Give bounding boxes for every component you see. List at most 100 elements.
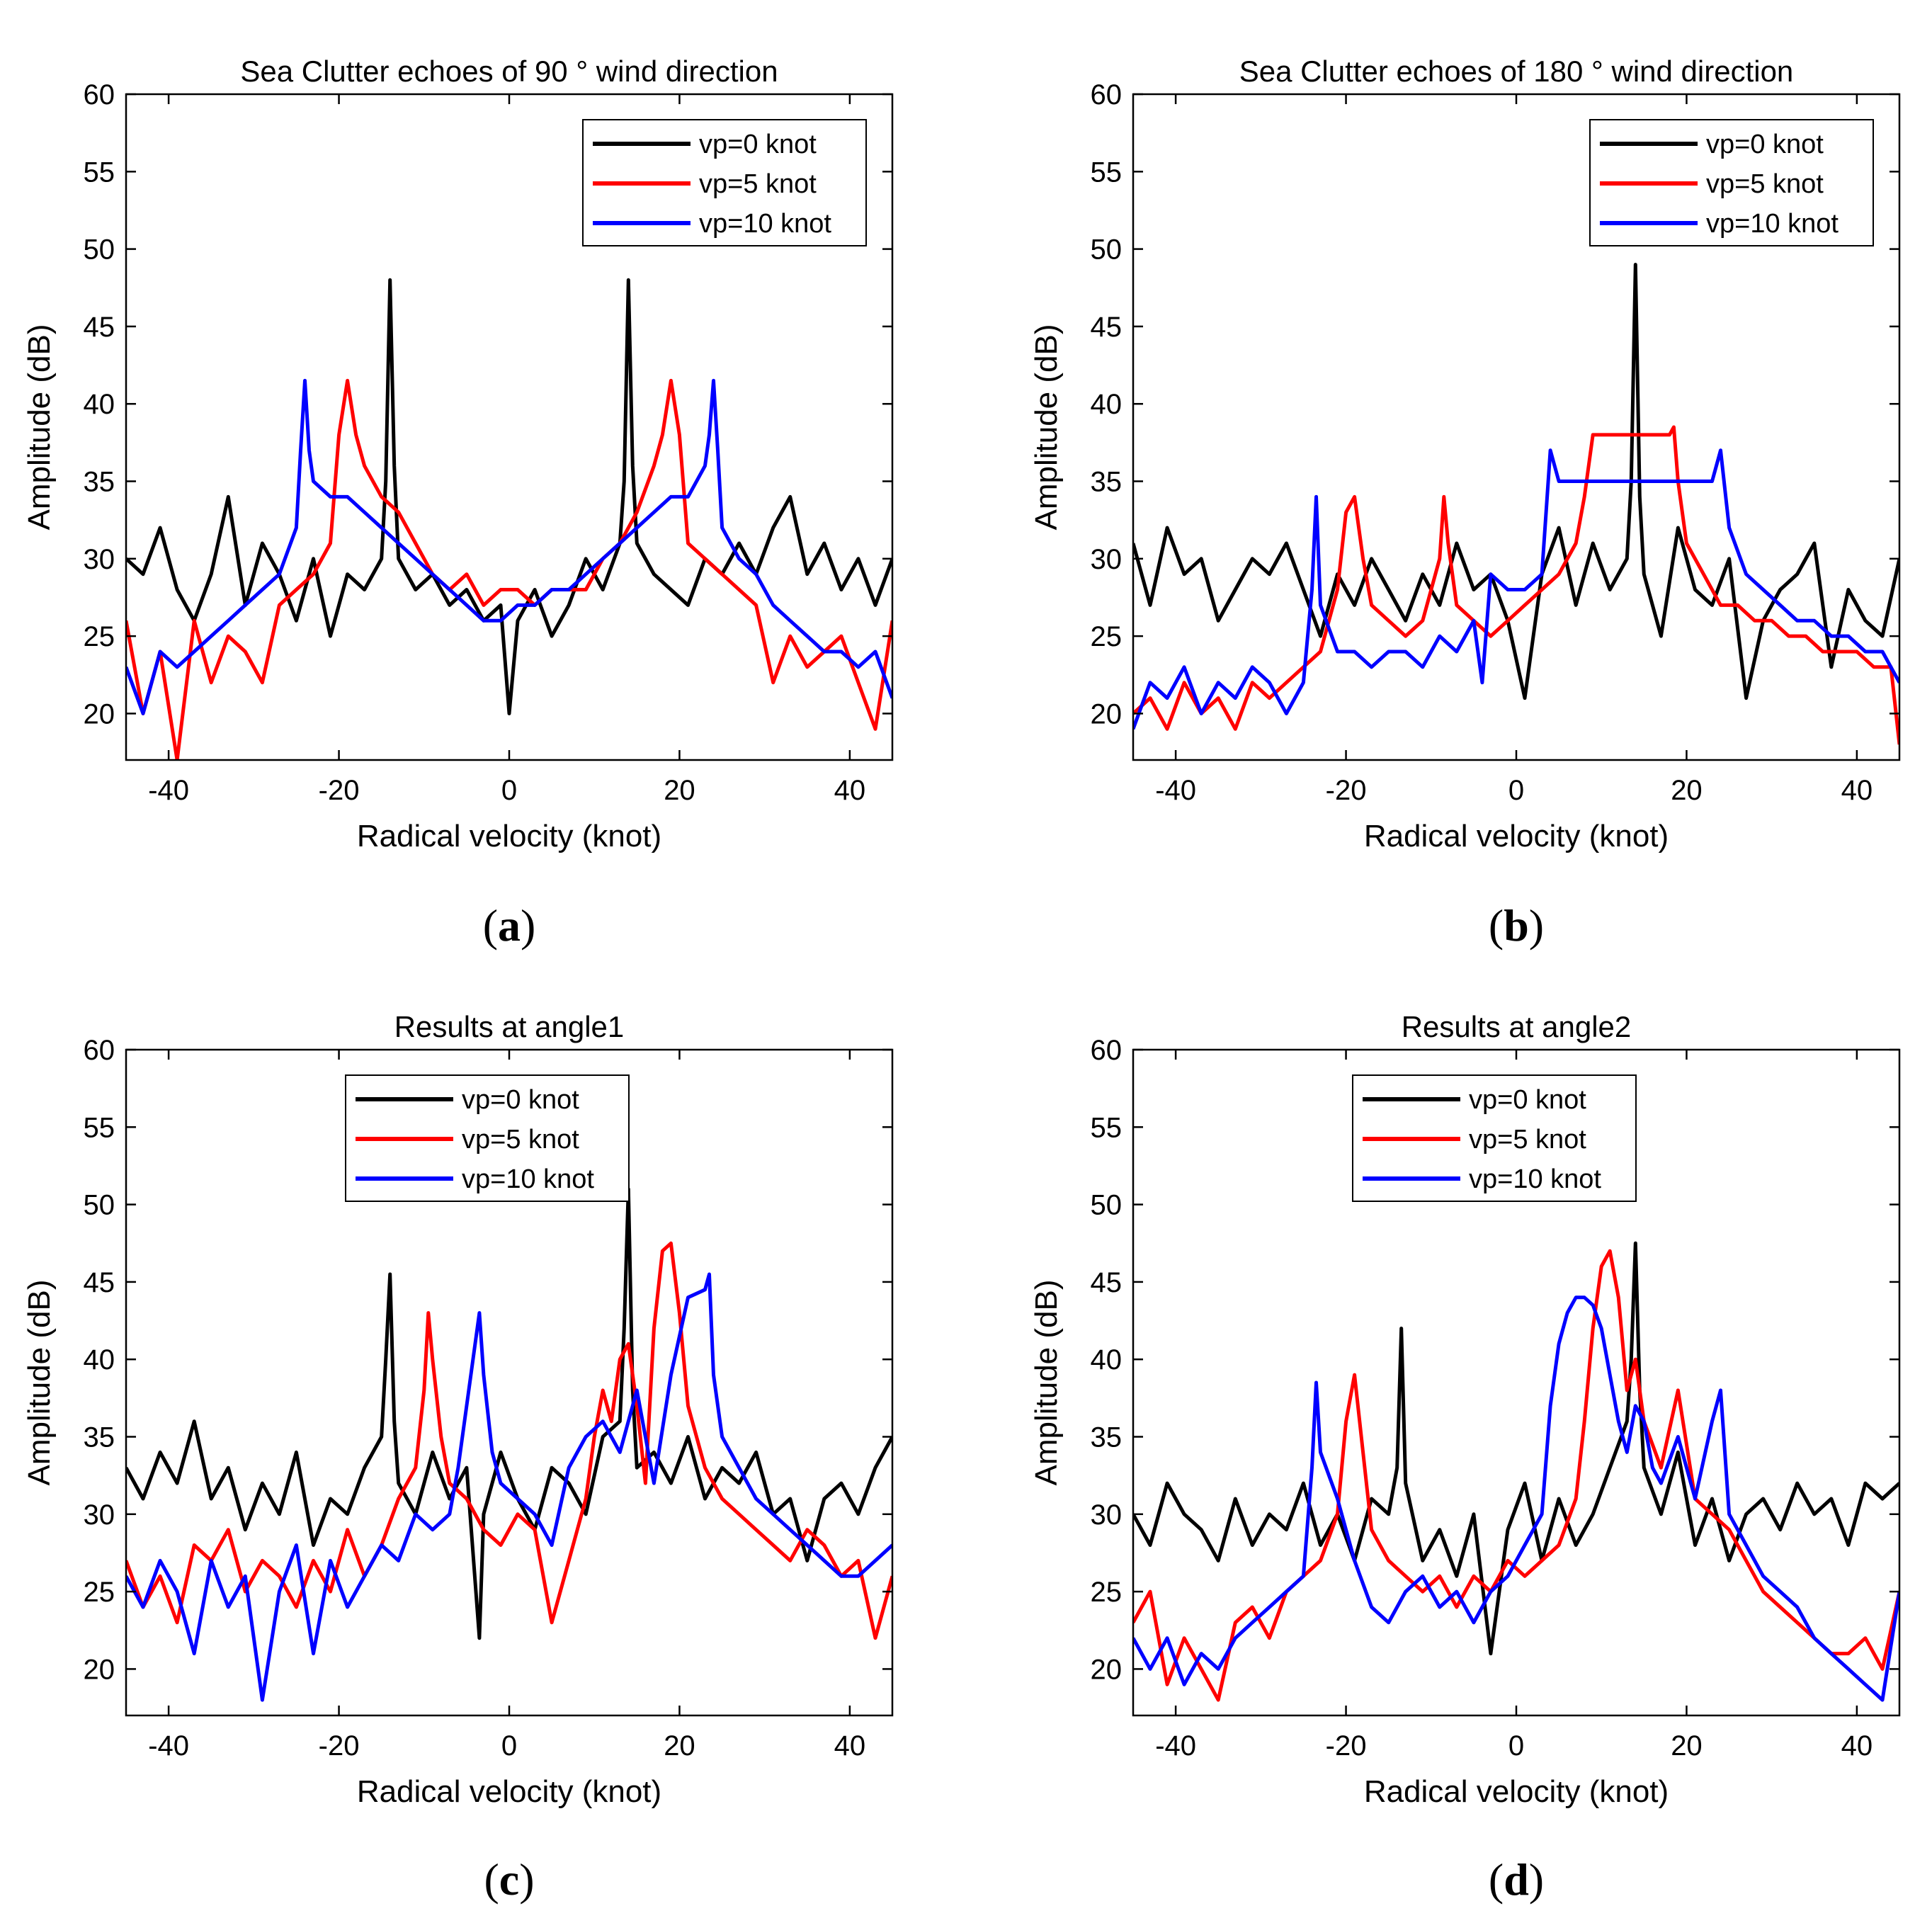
series-line-vp-10-knot	[126, 378, 892, 715]
y-axis-label: Amplitude (dB)	[22, 324, 57, 530]
y-tick-label: 20	[84, 698, 115, 730]
y-tick-label: 40	[84, 389, 115, 420]
x-tick-label: -40	[1155, 1730, 1196, 1762]
series-line-vp-5-knot	[126, 1241, 892, 1640]
legend: vp=0 knot vp=5 knot vp=10 knot	[582, 119, 867, 246]
x-tick-label: -20	[1326, 1730, 1367, 1762]
series-line-vp-5-knot	[126, 378, 892, 760]
x-tick-label: -40	[1155, 775, 1196, 806]
chart-title: Sea Clutter echoes of 180 ° wind directi…	[1239, 55, 1794, 88]
y-tick-label: 20	[1091, 1654, 1123, 1685]
y-tick-label: 60	[1091, 79, 1123, 110]
y-tick-label: 25	[84, 621, 115, 652]
panel-label-open: (	[483, 900, 498, 951]
series-line-vp-0-knot	[1133, 1241, 1899, 1656]
panel-label-letter: c	[499, 1854, 519, 1905]
y-tick-label: 30	[1091, 544, 1123, 575]
legend-entry-label: vp=5 knot	[699, 169, 817, 199]
y-tick-label: 45	[84, 312, 115, 343]
y-tick-label: 45	[84, 1267, 115, 1298]
x-tick-label: 40	[1841, 775, 1873, 806]
y-tick-label: 50	[1091, 234, 1123, 266]
y-tick-label: 55	[1091, 1112, 1123, 1143]
panel-label: (a)	[483, 900, 536, 951]
y-tick-label: 55	[84, 157, 115, 188]
legend-entry-label: vp=0 knot	[1706, 130, 1824, 159]
y-tick-label: 25	[1091, 621, 1123, 652]
y-tick-label: 25	[1091, 1577, 1123, 1608]
panel-label-open: (	[1489, 1854, 1504, 1905]
panel-label-close: )	[1529, 1854, 1544, 1905]
y-tick-label: 50	[1091, 1190, 1123, 1221]
series-line-vp-5-knot	[1133, 1249, 1899, 1702]
legend-entry-label: vp=10 knot	[1706, 209, 1839, 239]
y-tick-label: 20	[84, 1654, 115, 1685]
x-tick-label: 40	[834, 1730, 866, 1762]
x-axis-label: Radical velocity (knot)	[357, 819, 661, 853]
legend: vp=0 knot vp=5 knot vp=10 knot	[1352, 1074, 1637, 1202]
x-axis-label: Radical velocity (knot)	[1364, 819, 1669, 853]
y-axis-label: Amplitude (dB)	[22, 1279, 57, 1485]
x-tick-label: 40	[834, 775, 866, 806]
panel-label: (c)	[484, 1854, 534, 1905]
panel-label: (b)	[1489, 900, 1544, 951]
y-tick-label: 60	[84, 79, 115, 110]
y-axis-label: Amplitude (dB)	[1029, 324, 1064, 530]
chart-panel-b: 20 25 30 35 40 45 50 55 60 -40 -20 0 20 40 Sea Clutter…	[1029, 55, 1901, 951]
y-tick-label: 30	[84, 1499, 115, 1531]
panel-label-close: )	[1529, 900, 1544, 951]
x-axis-label: Radical velocity (knot)	[1364, 1774, 1669, 1809]
y-tick-label: 30	[1091, 1499, 1123, 1531]
panel-label-letter: a	[498, 900, 521, 951]
x-tick-label: -40	[148, 1730, 189, 1762]
y-tick-label: 30	[84, 544, 115, 575]
panel-label-close: )	[519, 1854, 534, 1905]
panel-label-letter: b	[1504, 900, 1529, 951]
y-tick-label: 60	[1091, 1035, 1123, 1066]
legend-entry-label: vp=10 knot	[462, 1164, 594, 1194]
legend: vp=0 knot vp=5 knot vp=10 knot	[345, 1074, 630, 1202]
legend-entry-label: vp=10 knot	[699, 209, 831, 239]
x-tick-label: 40	[1841, 1730, 1873, 1762]
plot-area	[126, 1187, 892, 1702]
panel-label-close: )	[521, 900, 535, 951]
y-tick-label: 50	[84, 234, 115, 266]
chart-panel-a: 20 25 30 35 40 45 50 55 60 -40 -20 0 20 40 Sea Clutter…	[22, 55, 894, 951]
series-line-vp-10-knot	[126, 1272, 892, 1702]
legend-entry-label: vp=0 knot	[699, 130, 817, 159]
legend-entry-label: vp=10 knot	[1469, 1164, 1601, 1194]
series-line-vp-10-knot	[1133, 448, 1899, 730]
x-tick-label: -20	[319, 775, 360, 806]
x-axis-label: Radical velocity (knot)	[357, 1774, 661, 1809]
chart-title: Sea Clutter echoes of 90 ° wind directio…	[240, 55, 778, 88]
series-line-vp-0-knot	[126, 1187, 892, 1640]
y-tick-label: 35	[1091, 1422, 1123, 1453]
y-tick-label: 40	[84, 1344, 115, 1375]
x-tick-label: -40	[148, 775, 189, 806]
plot-area	[1133, 263, 1899, 745]
x-tick-label: -20	[319, 1730, 360, 1762]
x-tick-label: 20	[1671, 775, 1703, 806]
x-tick-label: 0	[501, 1730, 517, 1762]
y-tick-label: 40	[1091, 389, 1123, 420]
chart-title: Results at angle1	[394, 1010, 625, 1043]
y-tick-label: 45	[1091, 312, 1123, 343]
chart-title: Results at angle2	[1402, 1010, 1632, 1043]
legend: vp=0 knot vp=5 knot vp=10 knot	[1589, 119, 1874, 246]
y-tick-label: 25	[84, 1577, 115, 1608]
y-tick-label: 20	[1091, 698, 1123, 730]
series-line-vp-5-knot	[1133, 425, 1899, 745]
x-tick-label: -20	[1326, 775, 1367, 806]
x-tick-label: 0	[1508, 1730, 1524, 1762]
chart-panel-c: 20 25 30 35 40 45 50 55 60 -40 -20 0 20 40 Results at …	[22, 1010, 894, 1905]
panel-label: (d)	[1489, 1854, 1544, 1905]
legend-entry-label: vp=0 knot	[1469, 1085, 1586, 1115]
y-tick-label: 50	[84, 1190, 115, 1221]
x-tick-label: 0	[1508, 775, 1524, 806]
y-tick-label: 35	[1091, 467, 1123, 498]
plot-area	[126, 278, 892, 760]
panel-label-open: (	[484, 1854, 499, 1905]
legend-entry-label: vp=5 knot	[1469, 1125, 1586, 1155]
x-tick-label: 20	[664, 1730, 695, 1762]
